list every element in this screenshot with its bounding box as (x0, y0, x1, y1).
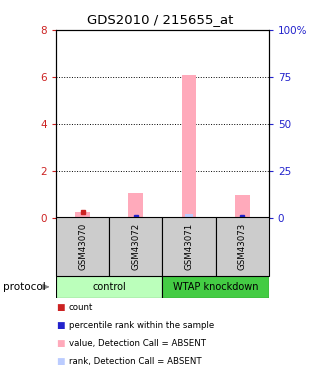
Bar (128, 193, 143, 217)
Bar (216, 217, 269, 276)
Text: GSM43071: GSM43071 (185, 223, 194, 270)
Text: ■: ■ (56, 339, 65, 348)
Text: control: control (92, 282, 126, 292)
Text: protocol: protocol (3, 282, 46, 292)
Text: ■: ■ (56, 357, 65, 366)
Text: GDS2010 / 215655_at: GDS2010 / 215655_at (87, 13, 233, 26)
Bar (163, 276, 269, 298)
Bar (235, 195, 250, 217)
Bar (56, 276, 163, 298)
Text: value, Detection Call = ABSENT: value, Detection Call = ABSENT (69, 339, 206, 348)
Text: ■: ■ (56, 321, 65, 330)
Text: percentile rank within the sample: percentile rank within the sample (69, 321, 214, 330)
Text: GSM43072: GSM43072 (131, 223, 140, 270)
Text: rank, Detection Call = ABSENT: rank, Detection Call = ABSENT (69, 357, 201, 366)
Text: WTAP knockdown: WTAP knockdown (173, 282, 258, 292)
Bar (185, 214, 193, 217)
Text: GSM43070: GSM43070 (78, 223, 87, 270)
Bar (163, 217, 216, 276)
Text: count: count (69, 303, 93, 312)
Text: GSM43073: GSM43073 (238, 223, 247, 270)
Bar (181, 75, 196, 217)
Text: ■: ■ (56, 303, 65, 312)
Bar (56, 217, 109, 276)
Bar (109, 217, 162, 276)
Bar (75, 212, 90, 217)
